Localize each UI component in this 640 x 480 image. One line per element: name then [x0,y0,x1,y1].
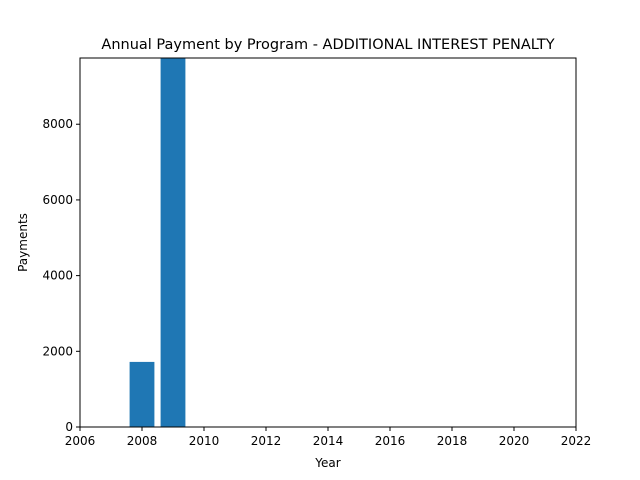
x-tick-label: 2014 [313,434,344,448]
x-tick-label: 2016 [375,434,406,448]
x-tick-label: 2008 [127,434,158,448]
plot-frame [79,57,577,428]
bars-group [129,58,186,427]
y-tick-label: 6000 [42,193,73,207]
x-tick-label: 2018 [437,434,468,448]
x-tick-label: 2010 [189,434,220,448]
y-axis-ticks: 0 2000 4000 6000 8000 [42,117,80,434]
y-tick-label: 4000 [42,269,73,283]
x-tick-label: 2006 [65,434,96,448]
y-tick-label: 2000 [42,344,73,358]
x-axis-ticks: 2006 2008 2010 2012 2014 2016 2018 2020 2022 [65,427,592,448]
y-tick-label: 0 [65,420,73,434]
y-tick-label: 8000 [42,117,73,131]
bar-2008 [129,361,155,427]
chart-title: Annual Payment by Program - ADDITIONAL I… [101,37,554,53]
bar-2009 [160,58,186,427]
x-tick-label: 2022 [561,434,592,448]
y-axis-label: Payments [16,213,30,272]
x-tick-label: 2020 [499,434,530,448]
x-tick-label: 2012 [251,434,282,448]
x-axis-label: Year [314,456,340,470]
